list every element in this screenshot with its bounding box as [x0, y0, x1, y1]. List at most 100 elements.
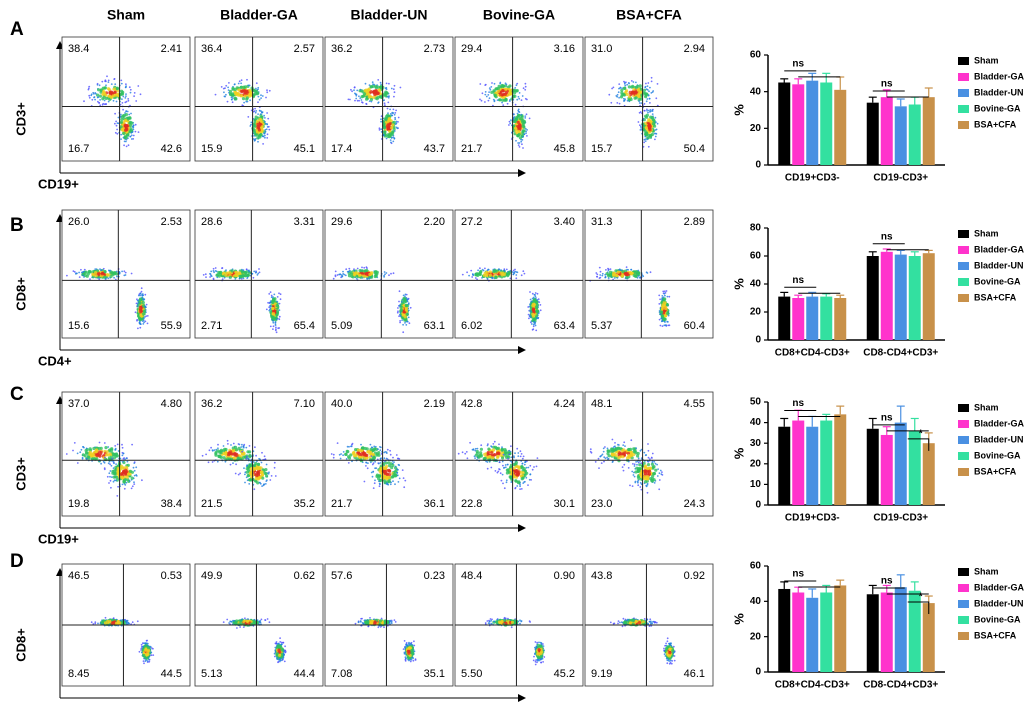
event-dot [508, 88, 513, 92]
event-dot [496, 454, 500, 459]
event-dot [100, 272, 104, 276]
event-dot [535, 329, 538, 332]
event-dot [242, 269, 245, 272]
plot-frame [324, 36, 454, 162]
event-dot [139, 322, 141, 325]
event-dot [506, 274, 510, 278]
event-dot [519, 455, 522, 458]
event-dot [72, 270, 75, 272]
event-dot [407, 297, 410, 300]
event-dot [500, 83, 504, 88]
event-dot [107, 94, 111, 98]
event-dot [125, 100, 128, 103]
event-dot [130, 272, 133, 275]
event-dot [350, 272, 354, 276]
event-dot [267, 117, 270, 120]
event-dot [379, 446, 381, 448]
event-dot [402, 477, 405, 479]
event-dot [233, 619, 236, 622]
event-dot [123, 119, 127, 123]
event-dot [520, 99, 523, 101]
quadrant-value: 36.1 [424, 498, 445, 510]
event-dot [267, 301, 269, 304]
event-dot [626, 83, 629, 86]
event-dot [647, 449, 650, 452]
event-dot [220, 86, 223, 88]
event-dot [474, 449, 477, 452]
event-dot [504, 98, 508, 102]
event-dot [391, 463, 395, 467]
event-dot [493, 93, 497, 97]
event-dot [501, 456, 505, 460]
event-dot [116, 128, 118, 131]
event-dot [642, 117, 645, 120]
event-dot [380, 128, 383, 131]
event-dot [279, 645, 283, 649]
event-dot [625, 92, 629, 97]
event-dot [88, 85, 91, 88]
event-dot [606, 449, 610, 453]
event-dot [244, 617, 246, 620]
event-dot [244, 274, 248, 278]
event-dot [121, 466, 125, 470]
event-dot [139, 317, 143, 321]
event-dot [529, 298, 532, 301]
event-dot [513, 455, 515, 458]
event-dot [503, 467, 505, 469]
event-dot [80, 271, 83, 274]
event-dot [649, 102, 651, 104]
event-dot [350, 88, 352, 91]
event-dot [487, 99, 490, 102]
event-dot [529, 291, 531, 293]
event-dot [624, 445, 626, 447]
event-dot [144, 320, 147, 323]
event-dot [275, 318, 278, 321]
event-dot [365, 266, 368, 269]
event-dot [622, 444, 625, 446]
event-dot [493, 99, 496, 102]
event-dot [518, 116, 522, 121]
event-dot [647, 456, 650, 459]
event-dot [94, 268, 97, 270]
event-dot [518, 123, 522, 127]
event-dot [395, 120, 398, 123]
event-dot [524, 461, 526, 464]
event-dot [129, 91, 132, 94]
event-dot [241, 274, 245, 278]
quadrant-value: 21.5 [201, 498, 222, 510]
event-dot [514, 268, 516, 271]
event-dot [105, 453, 109, 457]
event-dot [129, 88, 132, 91]
event-dot [409, 306, 412, 309]
event-dot [505, 468, 509, 472]
event-dot [97, 622, 99, 625]
event-dot [119, 120, 123, 124]
event-dot [242, 277, 245, 280]
event-dot [645, 82, 647, 85]
event-dot [141, 320, 144, 322]
event-dot [202, 274, 205, 276]
event-dot [243, 101, 246, 104]
event-dot [365, 272, 369, 276]
event-dot [114, 83, 117, 86]
event-dot [115, 87, 119, 91]
event-dot [468, 274, 470, 277]
event-dot [607, 457, 610, 460]
event-dot [231, 446, 235, 450]
event-dot [620, 88, 624, 92]
event-dot [608, 93, 611, 96]
event-dot [142, 653, 146, 658]
quadrant-value: 5.37 [591, 320, 612, 332]
event-dot [112, 480, 115, 483]
event-dot [255, 271, 258, 274]
event-dot [617, 443, 619, 446]
arrow-head [518, 346, 526, 354]
event-dot [383, 479, 387, 483]
event-dot [236, 627, 238, 629]
quadrant-value: 42.8 [461, 398, 482, 410]
event-dot [273, 297, 277, 301]
event-dot [501, 460, 504, 463]
event-dot [138, 320, 141, 323]
event-dot [380, 115, 383, 118]
event-dot [225, 269, 227, 272]
